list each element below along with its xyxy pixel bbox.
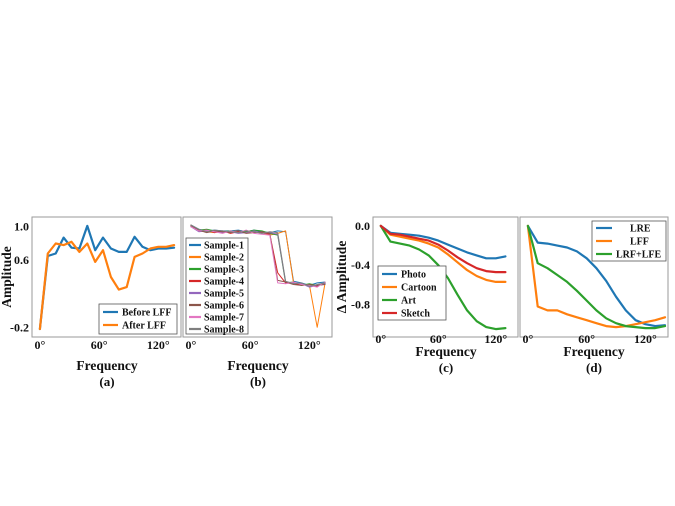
panel-c-ytick-label: 0.0 <box>355 219 370 233</box>
panel-b-legend-label-6: Sample-6 <box>204 301 244 312</box>
panel-b-legend-label-1: Sample-1 <box>204 241 244 252</box>
panel-a-frame <box>31 216 182 338</box>
panel-a-ylabel: Amplitude <box>0 246 14 308</box>
panel-c-series-1-line <box>379 224 507 260</box>
panel-a-ytick-label: -0.2 <box>10 320 29 334</box>
panel-c-ytick-label: -0.4 <box>351 258 370 272</box>
panel-a-xlabel: Frequency <box>76 358 137 373</box>
panel-c-legend: Photo Cartoon Art Sketch <box>377 265 447 321</box>
panel-b-legend-label-5: Sample-5 <box>204 289 244 300</box>
panel-d-legend: LRE LFF LRF+LFE <box>591 220 667 262</box>
panel-d-xtick-label: 120° <box>634 332 657 346</box>
panel-b-legend-label-2: Sample-2 <box>204 253 244 264</box>
panel-b: Frequency (b) 0° 60° 120° Sample-1 Sample-… <box>182 216 333 389</box>
panel-d-xtick-label: 60° <box>578 332 595 346</box>
panel-b-xtick-label: 120° <box>298 338 321 352</box>
panel-b-plot: 0° 60° 120° <box>185 224 326 352</box>
panel-b-series-8-line <box>190 224 326 287</box>
panel-d-series-2-line <box>526 224 667 329</box>
panel-c-ytick-label: -0.8 <box>351 298 370 312</box>
panel-d-plot: 0° 60° 120° <box>522 224 667 346</box>
panel-a-xtick-label: 120° <box>147 338 170 352</box>
panel-b-legend-label-7: Sample-7 <box>204 313 244 324</box>
panel-a-series-1-line <box>38 224 176 331</box>
panel-c-xtick-label: 120° <box>484 332 507 346</box>
panel-b-legend: Sample-1 Sample-2 Sample-3 Sample-4 Samp… <box>185 237 249 336</box>
panel-a-caption: (a) <box>99 374 114 389</box>
panel-b-legend-label-8: Sample-8 <box>204 325 244 336</box>
panel-d-series-3-line <box>526 224 667 330</box>
panel-d: Frequency (d) 0° 60° 120° LRE LFF LRF+LFE <box>519 216 669 375</box>
panel-c-legend-label-4: Sketch <box>401 309 430 320</box>
panel-b-xtick-label: 60° <box>242 338 259 352</box>
panel-c-legend-label-3: Art <box>401 296 417 307</box>
panel-c-legend-label-1: Photo <box>401 270 426 281</box>
panel-b-series-7-line <box>190 226 326 288</box>
panel-d-xtick-label: 0° <box>522 332 533 346</box>
panel-c-series-4-line <box>379 224 507 274</box>
panel-d-caption: (d) <box>586 360 602 375</box>
panel-c-legend-label-2: Cartoon <box>401 283 437 294</box>
panel-d-legend-label-3: LRF+LFE <box>616 250 661 261</box>
panel-b-legend-label-3: Sample-3 <box>204 265 244 276</box>
panel-b-caption: (b) <box>250 374 266 389</box>
panel-c-series-2-line <box>379 224 507 283</box>
panel-d-xlabel: Frequency <box>563 344 624 359</box>
panel-a-ytick-label: 0.6 <box>14 253 29 267</box>
panel-a-plot: 0° 60° 120° 1.0 0.6 -0.2 <box>10 220 176 352</box>
panel-b-xtick-label: 0° <box>185 338 196 352</box>
panel-a-xtick-label: 0° <box>34 338 45 352</box>
panel-d-legend-label-2: LFF <box>630 237 649 248</box>
panel-a-legend-box <box>98 303 178 335</box>
panel-d-frame <box>519 216 669 338</box>
panel-c-ylabel: Δ Amplitude <box>334 241 349 314</box>
panel-c-xlabel: Frequency <box>415 344 476 359</box>
panel-b-legend-label-4: Sample-4 <box>204 277 244 288</box>
panel-a-ytick-label: 1.0 <box>14 220 29 234</box>
panel-d-legend-label-1: LRE <box>630 224 651 235</box>
panel-b-frame <box>182 216 333 338</box>
panel-a-series-2-line <box>38 240 176 331</box>
panel-a: Amplitude Frequency (a) 0° 60° 120° 1.0 0.6 -… <box>0 216 182 389</box>
panel-c: Δ Amplitude Frequency (c) 0° 60° 120° 0.0 -0… <box>334 216 519 375</box>
panel-a-legend-label-2: After LFF <box>122 321 166 332</box>
panel-c-caption: (c) <box>439 360 453 375</box>
panel-a-legend: Before LFF After LFF <box>98 303 178 335</box>
panel-c-xtick-label: 60° <box>430 332 447 346</box>
panel-c-xtick-label: 0° <box>375 332 386 346</box>
panel-a-xtick-label: 60° <box>91 338 108 352</box>
panel-b-xlabel: Frequency <box>227 358 288 373</box>
panel-a-legend-label-1: Before LFF <box>122 308 172 319</box>
panel-c-frame <box>372 216 519 338</box>
